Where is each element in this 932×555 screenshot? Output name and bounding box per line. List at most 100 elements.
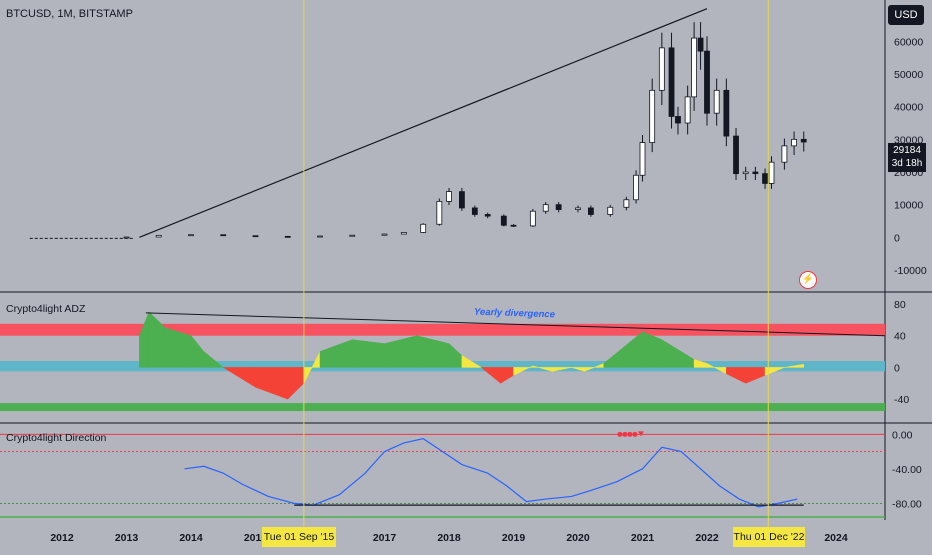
candle-body: [697, 37, 704, 52]
adz-area-segment: [622, 331, 643, 368]
time-axis-tick: 2012: [50, 532, 74, 544]
adz-axis-tick: 80: [894, 299, 906, 311]
direction-axis-tick: 0.00: [892, 429, 913, 441]
adz-area-segment: [203, 351, 224, 368]
adz-axis-tick: -40: [894, 394, 909, 406]
candle-body: [446, 191, 452, 202]
candle-body: [529, 210, 536, 227]
crosshair-date-label-2: Thu 01 Dec '22: [733, 527, 805, 547]
candle-body: [155, 234, 162, 238]
candle-body: [436, 200, 443, 225]
direction-panel-title: Crypto4light Direction: [6, 432, 107, 444]
candle-body: [791, 138, 797, 147]
candle-body: [575, 207, 581, 210]
price-badge: 29184 3d 18h: [888, 143, 926, 172]
candle-body: [484, 214, 491, 217]
price-trendline: [139, 8, 708, 238]
direction-axis-tick: -40.00: [892, 464, 922, 476]
candle-body: [220, 234, 227, 237]
signal-marker: [627, 431, 633, 437]
candle-body: [781, 145, 788, 163]
price-badge-countdown: 3d 18h: [891, 158, 923, 169]
candle-body: [723, 89, 730, 137]
adz-area-segment: [745, 367, 766, 384]
candle-body: [752, 171, 759, 175]
adz-area-segment: [190, 334, 205, 368]
crosshair-date-label-1: Tue 01 Sep '15: [262, 527, 336, 547]
candle-body: [768, 161, 775, 184]
adz-area-segment: [448, 343, 463, 368]
candle-body: [623, 199, 630, 208]
candle-body: [733, 135, 739, 175]
adz-band: [0, 323, 885, 336]
candle-body: [762, 173, 768, 184]
time-axis-tick: 2021: [631, 532, 655, 544]
candle-body: [607, 206, 614, 215]
candle-body: [691, 37, 697, 98]
candle-body: [668, 47, 675, 117]
currency-button[interactable]: USD: [888, 5, 924, 25]
adz-area-segment: [642, 331, 663, 368]
adz-area-segment: [500, 367, 514, 384]
candle-body: [555, 204, 562, 210]
price-axis-tick: 0: [894, 232, 900, 244]
adz-area-segment: [784, 363, 804, 368]
adz-area-segment: [461, 355, 483, 368]
adz-area-segment: [603, 347, 624, 368]
candle-body: [458, 191, 465, 209]
adz-area-segment: [480, 367, 501, 384]
adz-axis-tick: 40: [894, 331, 906, 343]
price-axis-tick: 50000: [894, 69, 923, 81]
adz-area-segment: [139, 311, 150, 368]
adz-area-segment: [726, 367, 746, 384]
direction-axis-tick: -80.00: [892, 498, 922, 510]
candle-body: [713, 89, 720, 114]
lightning-icon[interactable]: ⚡: [799, 271, 817, 289]
price-axis-tick: -10000: [894, 265, 927, 277]
adz-area-segment: [303, 351, 321, 384]
adz-area-segment: [287, 367, 305, 400]
symbol-title: BTCUSD, 1M, BITSTAMP: [6, 8, 133, 20]
candle-body: [349, 234, 356, 237]
price-axis-tick: 40000: [894, 102, 923, 114]
candle-body: [800, 138, 807, 143]
time-axis-tick: 2015: [244, 532, 268, 544]
candle-body: [633, 174, 639, 201]
adz-area-segment: [693, 359, 708, 368]
signal-marker: [632, 431, 638, 437]
signal-marker: [622, 431, 628, 437]
adz-area-segment: [551, 367, 572, 372]
candle-body: [639, 142, 646, 176]
candle-body: [381, 233, 388, 236]
time-axis-tick: 2018: [437, 532, 461, 544]
candle-body: [588, 207, 594, 215]
adz-area-segment: [680, 351, 695, 368]
candle-body: [542, 204, 549, 212]
adz-axis-tick: 0: [894, 362, 900, 374]
candle-body: [284, 235, 291, 238]
price-axis-tick: 10000: [894, 200, 923, 212]
candle-body: [649, 89, 656, 144]
time-axis-tick: 2024: [824, 532, 848, 544]
candle-body: [400, 232, 407, 235]
candle-body: [420, 223, 427, 233]
candle-body: [252, 235, 259, 238]
adz-area-segment: [661, 339, 682, 368]
candle-body: [471, 207, 478, 215]
time-axis-tick: 2019: [502, 532, 526, 544]
candle-body: [510, 224, 517, 227]
candle-body: [317, 235, 323, 238]
price-badge-value: 29184: [893, 145, 921, 156]
adz-area-segment: [148, 311, 166, 368]
adz-area-segment: [255, 367, 288, 400]
adz-area-segment: [416, 335, 450, 368]
price-axis-tick: 60000: [894, 36, 923, 48]
candle-body: [500, 215, 507, 226]
candle-body: [675, 116, 681, 124]
time-axis-tick: 2014: [179, 532, 203, 544]
adz-divergence-line: [145, 312, 886, 337]
signal-arrow-icon: [637, 431, 644, 437]
candle-body: [742, 171, 749, 175]
